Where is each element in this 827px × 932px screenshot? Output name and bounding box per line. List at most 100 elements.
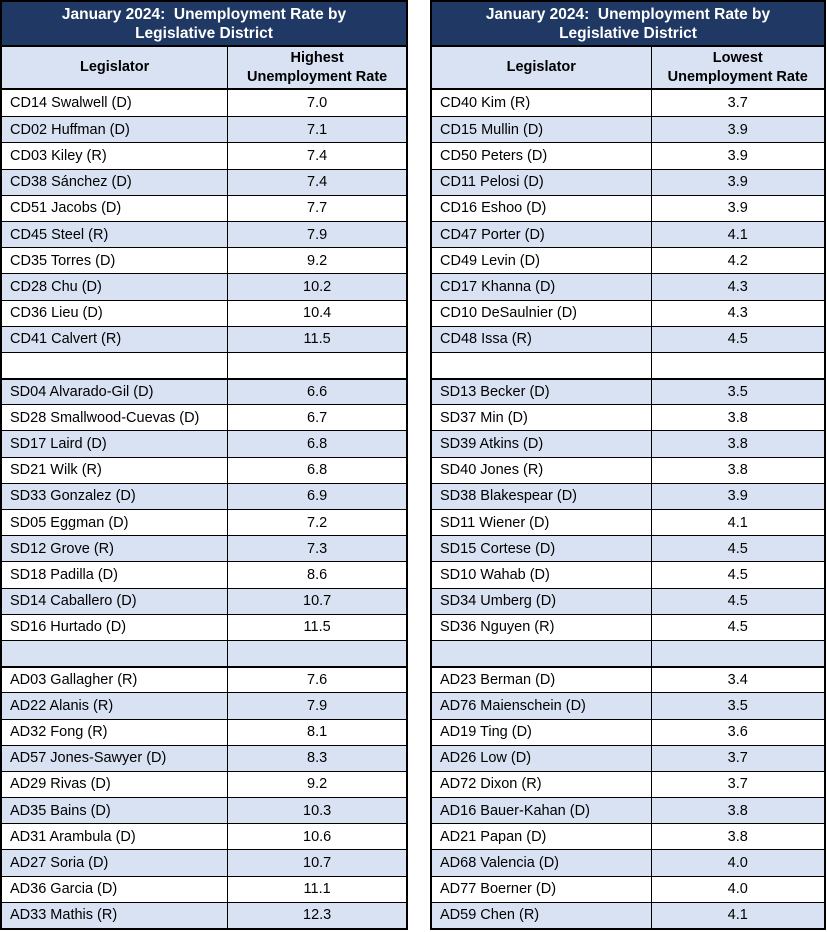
rate-cell: 3.9 bbox=[727, 121, 748, 138]
legislator-cell: AD59 Chen (R) bbox=[432, 902, 652, 928]
legislator-cell: AD35 Bains (D) bbox=[2, 798, 229, 824]
table-row: CD50 Peters (D) 3.9 bbox=[432, 142, 824, 169]
table-row: CD10 DeSaulnier (D) 4.3 bbox=[432, 299, 824, 326]
rate-cell: 3.5 bbox=[727, 697, 748, 714]
rate-cell: 4.5 bbox=[727, 540, 748, 557]
legislator-cell: AD77 Boerner (D) bbox=[432, 876, 652, 902]
legislator-cell bbox=[432, 352, 652, 379]
table-row: CD28 Chu (D) 10.2 bbox=[2, 273, 406, 300]
table-row: AD29 Rivas (D) 9.2 bbox=[2, 770, 406, 798]
legislator-cell: SD14 Caballero (D) bbox=[2, 588, 229, 614]
rate-cell: 3.4 bbox=[727, 672, 748, 689]
legislator-cell: CD16 Eshoo (D) bbox=[432, 195, 652, 221]
rate-cell: 10.6 bbox=[303, 828, 332, 845]
legislator-cell: AD03 Gallagher (R) bbox=[2, 668, 229, 693]
legislator-cell: SD38 Blakespear (D) bbox=[432, 483, 652, 509]
table-row: AD16 Bauer-Kahan (D) 3.8 bbox=[432, 797, 824, 824]
rate-cell: 7.7 bbox=[307, 200, 328, 217]
rate-cell: 9.2 bbox=[307, 252, 328, 269]
table-row: CD03 Kiley (R) 7.4 bbox=[2, 142, 406, 169]
legislator-cell: CD50 Peters (D) bbox=[432, 143, 652, 169]
rate-cell: 7.3 bbox=[307, 540, 328, 557]
rate-cell: 7.6 bbox=[307, 672, 328, 689]
rate-cell: 7.2 bbox=[307, 514, 328, 531]
table-row: AD19 Ting (D) 3.6 bbox=[432, 718, 824, 745]
table-row: CD15 Mullin (D) 3.9 bbox=[432, 116, 824, 143]
table-row: CD16 Eshoo (D) 3.9 bbox=[432, 194, 824, 221]
legislator-cell: AD31 Arambula (D) bbox=[2, 824, 229, 850]
table-row: CD41 Calvert (R) 11.5 bbox=[2, 325, 406, 352]
highest-unemployment-table: January 2024: Unemployment Rate by Legis… bbox=[0, 0, 408, 930]
legislator-cell: AD33 Mathis (R) bbox=[2, 902, 229, 928]
legislator-cell: CD47 Porter (D) bbox=[432, 221, 652, 248]
table-title-line2: Legislative District bbox=[559, 24, 697, 42]
rate-cell: 11.1 bbox=[303, 881, 331, 898]
spacer-row bbox=[432, 351, 824, 379]
table-row: AD57 Jones-Sawyer (D) 8.3 bbox=[2, 744, 406, 771]
rate-cell: 10.7 bbox=[303, 855, 332, 872]
table-row: AD68 Valencia (D) 4.0 bbox=[432, 849, 824, 876]
table-row: SD33 Gonzalez (D) 6.9 bbox=[2, 482, 406, 509]
rate-cell: 12.3 bbox=[303, 907, 332, 924]
table-row: CD49 Levin (D) 4.2 bbox=[432, 247, 824, 274]
table-row: AD35 Bains (D) 10.3 bbox=[2, 797, 406, 824]
legislator-cell: CD02 Huffman (D) bbox=[2, 117, 229, 143]
legislator-cell: AD16 Bauer-Kahan (D) bbox=[432, 798, 652, 824]
legislator-cell: AD68 Valencia (D) bbox=[432, 850, 652, 876]
table-row: AD32 Fong (R) 8.1 bbox=[2, 718, 406, 745]
legislator-column-header: Legislator bbox=[2, 47, 229, 88]
legislator-cell: SD34 Umberg (D) bbox=[432, 588, 652, 614]
table-row: CD47 Porter (D) 4.1 bbox=[432, 220, 824, 248]
legislator-cell bbox=[2, 352, 229, 379]
rate-column-header: Lowest Unemployment Rate bbox=[652, 47, 824, 88]
rate-cell: 7.0 bbox=[307, 95, 328, 112]
rate-cell: 7.4 bbox=[307, 174, 328, 191]
table-row: CD45 Steel (R) 7.9 bbox=[2, 220, 406, 248]
legislator-cell: AD36 Garcia (D) bbox=[2, 876, 229, 902]
table-row: AD72 Dixon (R) 3.7 bbox=[432, 770, 824, 798]
legislator-cell: CD38 Sánchez (D) bbox=[2, 169, 229, 195]
legislator-cell: SD11 Wiener (D) bbox=[432, 510, 652, 536]
rate-cell: 7.1 bbox=[307, 121, 328, 138]
legislator-cell: SD37 Min (D) bbox=[432, 405, 652, 431]
rate-cell: 7.9 bbox=[307, 697, 328, 714]
rate-cell: 4.1 bbox=[727, 514, 748, 531]
legislator-cell: SD18 Padilla (D) bbox=[2, 562, 229, 588]
rate-cell bbox=[652, 641, 824, 666]
table-title-line1: January 2024: Unemployment Rate by bbox=[61, 5, 347, 23]
legislator-cell: AD22 Alanis (R) bbox=[2, 693, 229, 719]
legislator-cell: CD51 Jacobs (D) bbox=[2, 195, 229, 221]
rate-cell: 8.6 bbox=[307, 566, 328, 583]
legislator-cell: SD13 Becker (D) bbox=[432, 380, 652, 405]
table-row: SD39 Atkins (D) 3.8 bbox=[432, 430, 824, 457]
rate-cell: 3.8 bbox=[727, 436, 748, 453]
rate-cell: 3.7 bbox=[727, 95, 748, 112]
rate-cell: 10.7 bbox=[303, 593, 332, 610]
legislator-cell: SD28 Smallwood-Cuevas (D) bbox=[2, 405, 229, 431]
table-row: AD26 Low (D) 3.7 bbox=[432, 744, 824, 771]
legislator-cell: SD15 Cortese (D) bbox=[432, 536, 652, 562]
table-row: CD40 Kim (R) 3.7 bbox=[432, 90, 824, 117]
legislator-cell: SD39 Atkins (D) bbox=[432, 431, 652, 457]
legislator-cell: AD21 Papan (D) bbox=[432, 824, 652, 850]
legislator-cell: CD17 Khanna (D) bbox=[432, 274, 652, 300]
table-row: SD17 Laird (D) 6.8 bbox=[2, 430, 406, 457]
table-row: AD76 Maienschein (D) 3.5 bbox=[432, 692, 824, 719]
table-row: SD04 Alvarado-Gil (D) 6.6 bbox=[2, 378, 406, 405]
rate-cell: 8.3 bbox=[307, 750, 328, 767]
rate-cell: 4.5 bbox=[727, 593, 748, 610]
rate-cell: 3.8 bbox=[727, 828, 748, 845]
rate-cell: 9.2 bbox=[307, 776, 328, 793]
legislator-cell: CD41 Calvert (R) bbox=[2, 326, 229, 352]
legislator-cell: CD36 Lieu (D) bbox=[2, 300, 229, 326]
rate-cell: 4.5 bbox=[727, 331, 748, 348]
table-row: SD12 Grove (R) 7.3 bbox=[2, 535, 406, 562]
rate-header-line2: Unemployment Rate bbox=[247, 68, 388, 85]
legislator-cell: AD57 Jones-Sawyer (D) bbox=[2, 745, 229, 771]
table-row: SD40 Jones (R) 3.8 bbox=[432, 456, 824, 483]
rate-cell: 3.9 bbox=[727, 200, 748, 217]
rate-header-line2: Unemployment Rate bbox=[667, 68, 808, 85]
table-row: SD14 Caballero (D) 10.7 bbox=[2, 587, 406, 614]
spacer-row bbox=[2, 639, 406, 667]
